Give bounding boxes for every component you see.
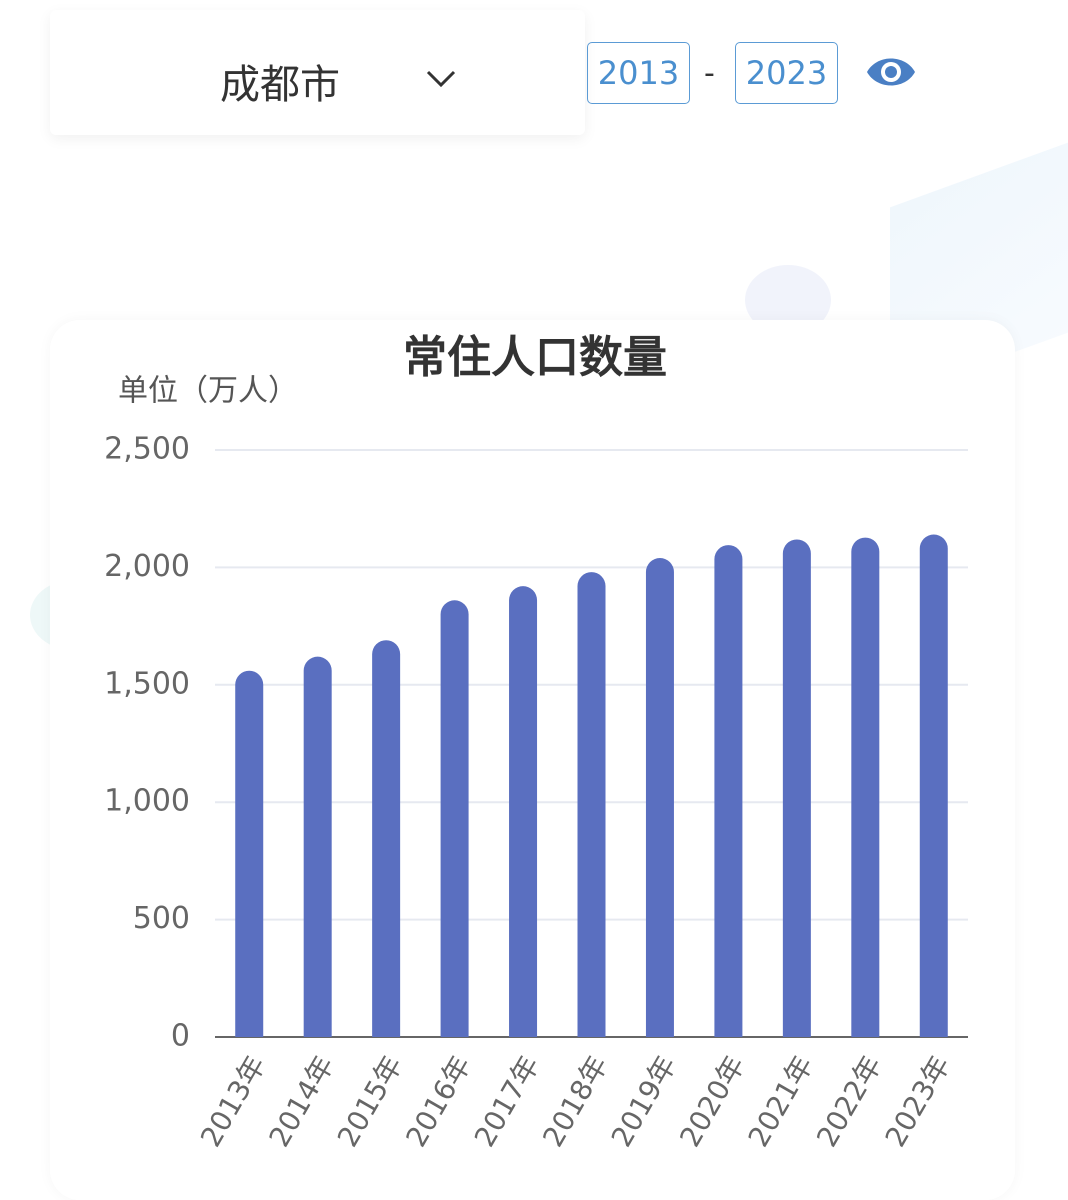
y-tick-label: 1,000 xyxy=(104,784,190,819)
bar xyxy=(714,545,743,1037)
x-tick-label: 2017年 xyxy=(468,1050,546,1152)
bar xyxy=(919,534,948,1037)
y-tick-label: 1,500 xyxy=(104,666,190,701)
start-year[interactable]: 2013 xyxy=(587,42,690,104)
city-name[interactable]: 成都市 xyxy=(220,62,340,108)
dropdown-arrow[interactable] xyxy=(425,68,457,90)
x-tick-label: 2015年 xyxy=(331,1050,409,1152)
page: 成都市 2013 - 2023 常住人口数量 单位（万人） 0 500 1,000 1… xyxy=(30,10,1068,1153)
chart: 常住人口数量 单位（万人） 0 500 1,000 1,500 2,000 2,500 20… xyxy=(104,332,968,1152)
x-tick-label: 2019年 xyxy=(605,1050,683,1152)
x-tick-label: 2016年 xyxy=(399,1050,477,1152)
bar xyxy=(440,600,469,1037)
bar xyxy=(303,656,332,1037)
end-year[interactable]: 2023 xyxy=(735,42,838,104)
x-tick-label: 2020年 xyxy=(673,1050,751,1152)
chart-title: 常住人口数量 xyxy=(403,332,667,383)
x-tick-label: 2022年 xyxy=(810,1050,888,1152)
city-selector[interactable]: 成都市 xyxy=(50,10,585,135)
view-button[interactable] xyxy=(865,50,917,94)
x-tick-label: 2014年 xyxy=(262,1050,340,1152)
separator: - xyxy=(704,56,715,91)
y-tick-label: 500 xyxy=(133,901,190,936)
bar xyxy=(851,537,880,1037)
bar xyxy=(235,670,264,1037)
x-tick-label: 2021年 xyxy=(742,1050,820,1152)
bar xyxy=(372,640,401,1037)
bar xyxy=(509,586,538,1037)
x-tick-label: 2018年 xyxy=(536,1050,614,1152)
y-tick-label: 0 xyxy=(171,1019,190,1054)
x-tick-label: 2023年 xyxy=(879,1050,957,1152)
bar xyxy=(782,539,811,1037)
y-tick-label: 2,000 xyxy=(104,549,190,584)
bar xyxy=(645,558,674,1037)
y-axis-label: 单位（万人） xyxy=(118,374,298,409)
y-tick-label: 2,500 xyxy=(104,432,190,467)
x-tick-label: 2013年 xyxy=(194,1050,272,1152)
bar xyxy=(577,572,606,1037)
